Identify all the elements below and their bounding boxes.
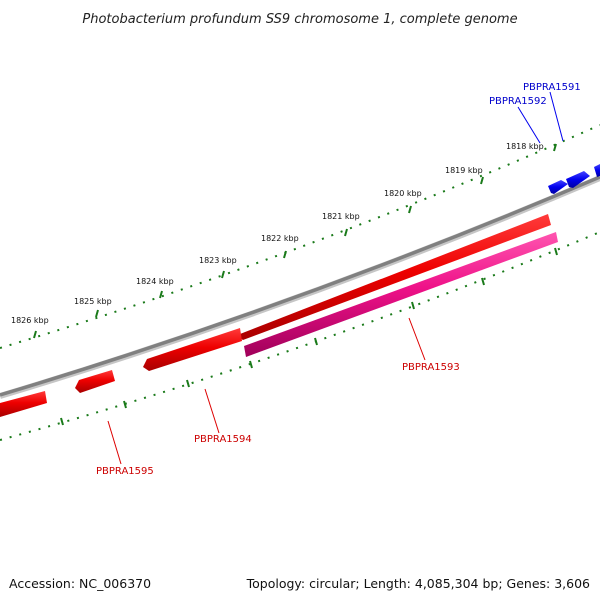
map-title: Photobacterium profundum SS9 chromosome … [82, 12, 517, 27]
major-tick [283, 250, 287, 259]
major-tick [249, 360, 253, 369]
outer-tick-ring [0, 124, 600, 349]
major-tick [186, 379, 190, 388]
major-tick [95, 309, 99, 318]
gene-label-PBPRA1594[interactable]: PBPRA1594 [194, 434, 252, 445]
gene-PBPRA1591[interactable] [566, 164, 600, 188]
gene-label-PBPRA1592[interactable]: PBPRA1592 [489, 96, 547, 107]
gene-label-PBPRA1595[interactable]: PBPRA1595 [96, 466, 154, 477]
leader-PBPRA1593 [408, 317, 426, 361]
genome-stats-text: Topology: circular; Length: 4,085,304 bp… [246, 576, 590, 591]
leader-PBPRA1591 [549, 91, 564, 142]
tick-label-1821: 1821 kbp [322, 212, 360, 221]
gene-label-PBPRA1591[interactable]: PBPRA1591 [523, 82, 581, 93]
major-tick [480, 176, 484, 185]
tick-label-1826: 1826 kbp [11, 316, 49, 325]
tick-label-1820: 1820 kbp [384, 189, 422, 198]
major-tick [159, 290, 163, 299]
major-tick [554, 247, 558, 256]
tick-label-1822: 1822 kbp [261, 234, 299, 243]
major-tick [411, 301, 415, 310]
chromosome-backbone [0, 175, 600, 397]
major-tick [553, 143, 557, 152]
major-tick [221, 270, 225, 279]
major-tick [60, 417, 64, 426]
major-tick [123, 400, 127, 409]
gene-arrow-edge-left[interactable] [0, 391, 47, 417]
tick-label-1818: 1818 kbp [506, 142, 544, 151]
tick-label-1823: 1823 kbp [199, 256, 237, 265]
major-tick [408, 205, 412, 214]
tick-label-1819: 1819 kbp [445, 166, 483, 175]
backbone-shadow [0, 175, 600, 399]
gene-PBPRA1593[interactable] [244, 232, 558, 357]
gene-PBPRA1595[interactable] [0, 370, 115, 417]
gene-arrow-PBPRA1592[interactable] [548, 180, 568, 194]
accession-text: Accession: NC_006370 [9, 576, 152, 591]
leader-PBPRA1594 [204, 388, 220, 434]
gene-arrow-PBPRA1595[interactable] [75, 370, 115, 393]
gene-arrow-PBPRA1594-start[interactable] [143, 328, 242, 371]
gene-arrow-PBPRA1593[interactable] [244, 232, 558, 357]
gene-PBPRA1592[interactable] [548, 180, 568, 194]
tick-label-1824: 1824 kbp [136, 277, 174, 286]
major-tick [314, 337, 318, 346]
leader-PBPRA1595 [107, 420, 122, 465]
major-tick [33, 330, 37, 339]
tick-labels: 1818 kbp 1819 kbp 1820 kbp 1821 kbp 1822… [11, 142, 544, 325]
gene-arrow-PBPRA1594[interactable] [238, 214, 551, 340]
leader-PBPRA1592 [517, 106, 541, 144]
major-tick [344, 228, 348, 237]
gene-arrow-edge[interactable] [594, 164, 600, 177]
gene-arrow-PBPRA1591[interactable] [566, 171, 590, 188]
gene-label-PBPRA1593[interactable]: PBPRA1593 [402, 362, 460, 373]
gene-PBPRA1594[interactable] [143, 214, 551, 371]
major-tick [481, 277, 485, 286]
inner-tick-ring [0, 231, 600, 441]
tick-label-1825: 1825 kbp [74, 297, 112, 306]
